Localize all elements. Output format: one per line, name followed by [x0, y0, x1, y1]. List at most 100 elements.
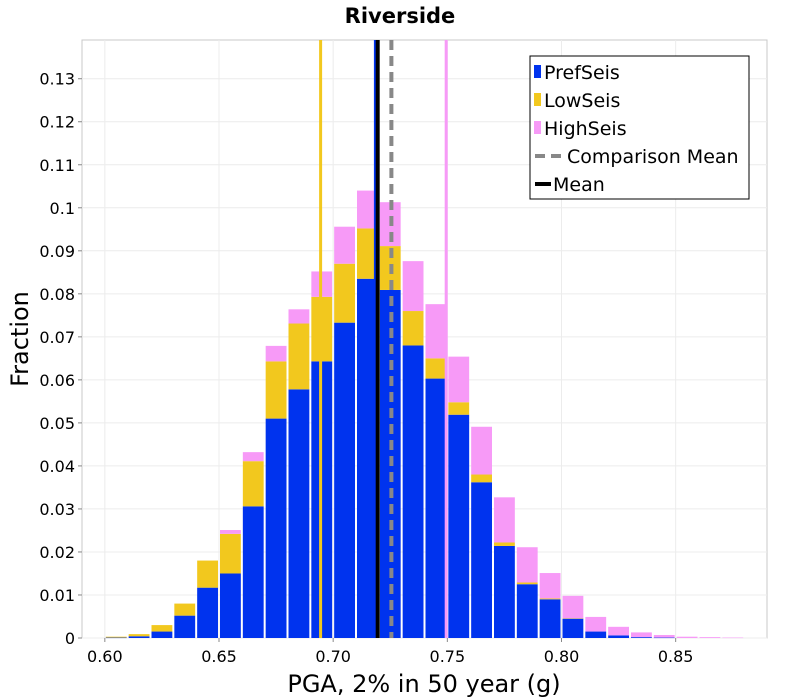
- bar-highseis: [357, 190, 378, 229]
- bar-lowseis: [562, 618, 584, 619]
- y-tick-label: 0.11: [39, 156, 75, 175]
- y-tick-label: 0.13: [39, 70, 75, 89]
- legend-swatch: [534, 121, 541, 134]
- bar-lowseis: [197, 560, 218, 588]
- bar-prefseis: [402, 345, 424, 638]
- bar-highseis: [539, 573, 561, 599]
- bar-highseis: [265, 345, 287, 362]
- bar-prefseis: [128, 636, 150, 638]
- bar-prefseis: [357, 278, 378, 638]
- y-tick-label: 0.01: [39, 586, 75, 605]
- bar-highseis: [722, 637, 744, 639]
- bar-lowseis: [539, 598, 561, 600]
- legend-swatch: [534, 93, 541, 106]
- bar-prefseis: [265, 418, 287, 638]
- bar-prefseis: [562, 618, 584, 638]
- bar-highseis: [288, 309, 310, 324]
- mean-lines: [319, 40, 448, 638]
- y-tick-label: 0.07: [39, 328, 75, 347]
- x-tick-label: 0.85: [658, 647, 694, 666]
- legend-label: Comparison Mean: [567, 146, 739, 168]
- x-axis-label: PGA, 2% in 50 year (g): [287, 670, 560, 698]
- bar-prefseis: [220, 573, 241, 638]
- bar-prefseis: [494, 545, 515, 638]
- bar-lowseis: [425, 358, 447, 379]
- chart-title: Riverside: [345, 4, 456, 28]
- y-tick-label: 0.05: [39, 414, 75, 433]
- x-axis-ticks: 0.60 0.65 0.70 0.75 0.80 0.85: [87, 638, 693, 666]
- y-tick-label: 0.03: [39, 500, 75, 519]
- bar-prefseis: [471, 482, 492, 638]
- legend-label: PrefSeis: [544, 62, 620, 84]
- bar-prefseis: [585, 631, 607, 638]
- y-tick-label: 0.06: [39, 371, 75, 390]
- bar-highseis: [402, 261, 424, 312]
- x-tick-label: 0.70: [315, 647, 351, 666]
- bar-highseis: [448, 356, 470, 403]
- bar-prefseis: [242, 506, 264, 638]
- y-tick-label: 0.08: [39, 285, 75, 304]
- bar-lowseis: [265, 361, 287, 419]
- legend-label: Mean: [553, 174, 605, 196]
- y-tick-label: 0: [65, 629, 75, 648]
- bar-highseis: [516, 547, 538, 583]
- bar-prefseis: [653, 637, 675, 639]
- bar-highseis: [562, 595, 584, 619]
- bar-prefseis: [334, 322, 355, 638]
- bar-prefseis: [174, 615, 196, 638]
- bar-prefseis: [539, 599, 561, 638]
- bar-lowseis: [105, 636, 127, 638]
- bar-highseis: [699, 637, 721, 638]
- bar-lowseis: [288, 323, 310, 390]
- bar-lowseis: [471, 474, 492, 483]
- y-axis-ticks: 0 0.01 0.02 0.03 0.04 0.05 0.06 0.07 0.08 0.09 0.1…: [39, 70, 82, 648]
- bar-highseis: [676, 636, 698, 638]
- y-axis-label: Fraction: [6, 291, 34, 387]
- legend-label: HighSeis: [544, 118, 627, 140]
- bar-prefseis: [631, 637, 652, 638]
- bar-lowseis: [242, 461, 264, 507]
- bar-highseis: [631, 632, 652, 638]
- legend: PrefSeis LowSeis HighSeis Comparison Mean Me…: [529, 55, 750, 200]
- legend-box: [529, 55, 750, 200]
- bar-highseis: [425, 304, 447, 359]
- bar-highseis: [608, 626, 629, 636]
- x-tick-label: 0.65: [201, 647, 237, 666]
- bar-lowseis: [494, 542, 515, 546]
- bar-lowseis: [220, 533, 241, 574]
- bar-highseis: [220, 530, 241, 534]
- bar-highseis: [494, 497, 515, 543]
- bar-prefseis: [425, 378, 447, 638]
- y-tick-label: 0.04: [39, 457, 75, 476]
- bar-prefseis: [288, 389, 310, 638]
- bar-prefseis: [608, 635, 629, 638]
- bar-lowseis: [128, 634, 150, 637]
- bar-prefseis: [448, 414, 470, 638]
- bar-highseis: [653, 634, 675, 638]
- bar-prefseis: [197, 587, 218, 638]
- bar-lowseis: [402, 311, 424, 346]
- bar-lowseis: [516, 582, 538, 585]
- bar-prefseis: [151, 631, 173, 638]
- y-tick-label: 0.1: [50, 199, 75, 218]
- bar-lowseis: [334, 263, 355, 323]
- legend-label: LowSeis: [544, 90, 620, 112]
- bar-lowseis: [174, 603, 196, 616]
- bar-highseis: [242, 452, 264, 462]
- bar-prefseis: [105, 637, 127, 639]
- bar-highseis: [585, 616, 607, 632]
- bar-lowseis: [357, 228, 378, 279]
- bar-lowseis: [151, 625, 173, 632]
- bar-lowseis: [448, 402, 470, 415]
- bar-prefseis: [516, 584, 538, 638]
- bar-highseis: [471, 426, 492, 475]
- bar-highseis: [334, 226, 355, 264]
- x-tick-label: 0.75: [430, 647, 466, 666]
- y-tick-label: 0.09: [39, 242, 75, 261]
- legend-swatch: [534, 65, 541, 78]
- x-tick-label: 0.80: [544, 647, 580, 666]
- x-tick-label: 0.60: [87, 647, 123, 666]
- y-tick-label: 0.12: [39, 113, 75, 132]
- y-tick-label: 0.02: [39, 543, 75, 562]
